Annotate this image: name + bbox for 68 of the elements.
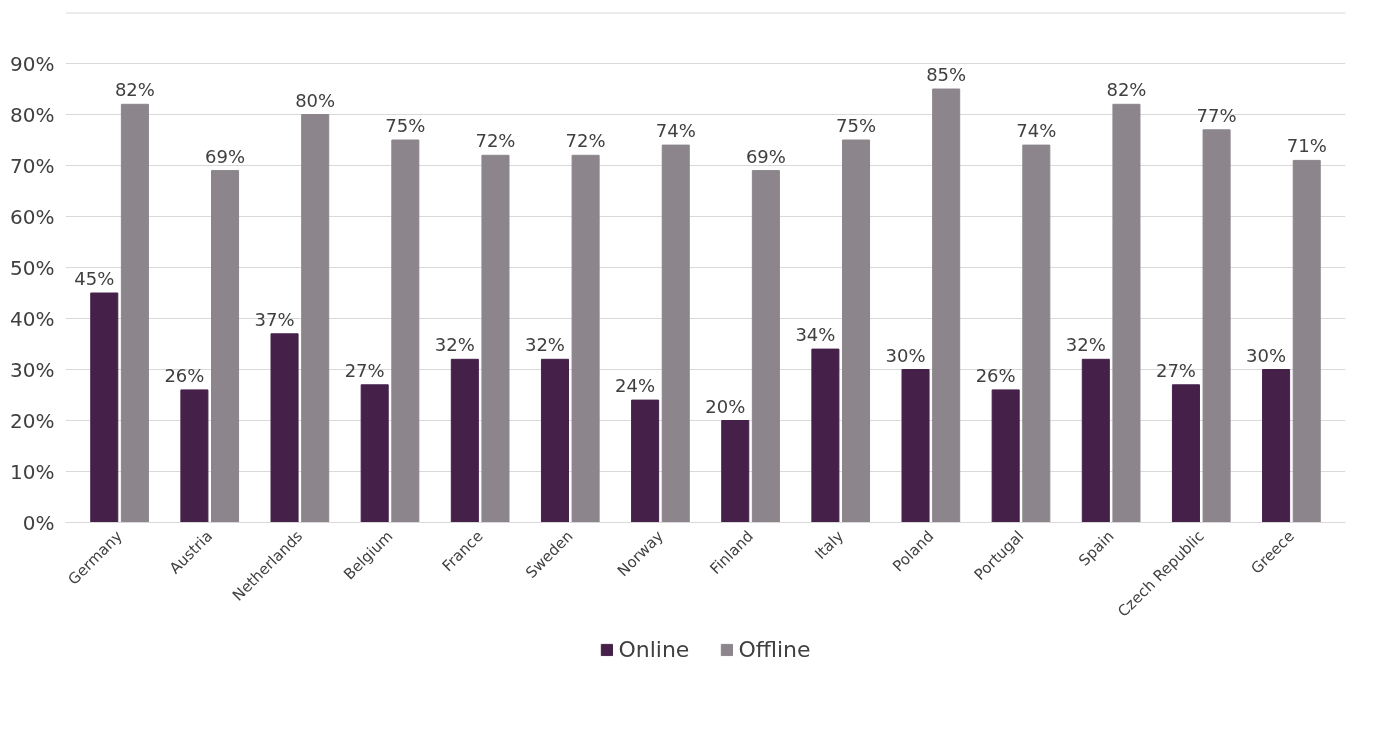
data-label: 30% — [1246, 344, 1287, 366]
y-tick-label: 30% — [10, 357, 55, 382]
legend-label: Offline — [738, 636, 811, 662]
data-label: 27% — [344, 359, 385, 381]
data-label: 34% — [795, 324, 836, 346]
data-label: 26% — [164, 364, 205, 386]
bar — [721, 420, 750, 523]
data-label: 32% — [434, 334, 475, 356]
data-label: 71% — [1286, 135, 1327, 157]
bar — [842, 139, 871, 523]
data-label: 72% — [565, 130, 606, 152]
y-tick-label: 60% — [10, 204, 55, 229]
data-label: 24% — [615, 375, 656, 397]
bar — [932, 88, 961, 523]
data-label: 26% — [975, 364, 1016, 386]
data-label: 77% — [1196, 104, 1237, 126]
data-label: 74% — [1016, 120, 1057, 142]
bar — [450, 358, 479, 523]
data-label: 20% — [705, 395, 746, 417]
bar — [1171, 384, 1200, 523]
data-label: 82% — [1106, 79, 1147, 101]
data-label: 32% — [1065, 334, 1106, 356]
data-label: 27% — [1155, 359, 1196, 381]
legend-label: Online — [618, 636, 690, 662]
data-label: 75% — [836, 115, 877, 136]
y-tick-label: 80% — [10, 102, 55, 127]
data-label: 74% — [655, 120, 696, 142]
bar — [481, 154, 510, 523]
bar — [811, 348, 840, 523]
bar — [1202, 129, 1231, 523]
data-label: 32% — [524, 334, 565, 356]
y-tick-label: 90% — [10, 51, 55, 76]
bar — [180, 389, 209, 523]
data-label: 82% — [114, 79, 155, 101]
bar — [1022, 144, 1051, 523]
bar — [661, 144, 690, 523]
bar — [211, 170, 240, 523]
bar — [1292, 159, 1321, 523]
y-tick-label: 0% — [22, 510, 55, 535]
data-label: 69% — [205, 145, 246, 167]
data-label: 37% — [254, 308, 295, 330]
y-tick-label: 10% — [10, 459, 55, 484]
data-label: 45% — [74, 268, 115, 289]
bar — [571, 154, 600, 523]
y-tick-label: 20% — [10, 408, 55, 433]
bar — [631, 399, 660, 523]
bar — [540, 358, 569, 523]
data-label: 80% — [295, 89, 336, 111]
bar — [901, 369, 930, 523]
bar — [1081, 358, 1110, 523]
data-label: 30% — [885, 344, 926, 366]
data-label: 85% — [926, 64, 967, 85]
bar — [120, 103, 149, 523]
y-tick-label: 50% — [10, 255, 55, 280]
bar — [360, 384, 389, 523]
bar — [751, 170, 780, 523]
bar — [90, 292, 119, 523]
data-label: 75% — [385, 115, 426, 136]
bar — [1112, 103, 1141, 523]
y-tick-label: 70% — [10, 153, 55, 178]
bar — [991, 389, 1020, 523]
bar — [391, 139, 420, 523]
bar — [1262, 369, 1291, 523]
y-tick-label: 40% — [10, 306, 55, 331]
bar — [270, 333, 299, 523]
data-label: 69% — [745, 145, 786, 167]
bar — [301, 114, 330, 523]
data-label: 72% — [475, 130, 516, 152]
